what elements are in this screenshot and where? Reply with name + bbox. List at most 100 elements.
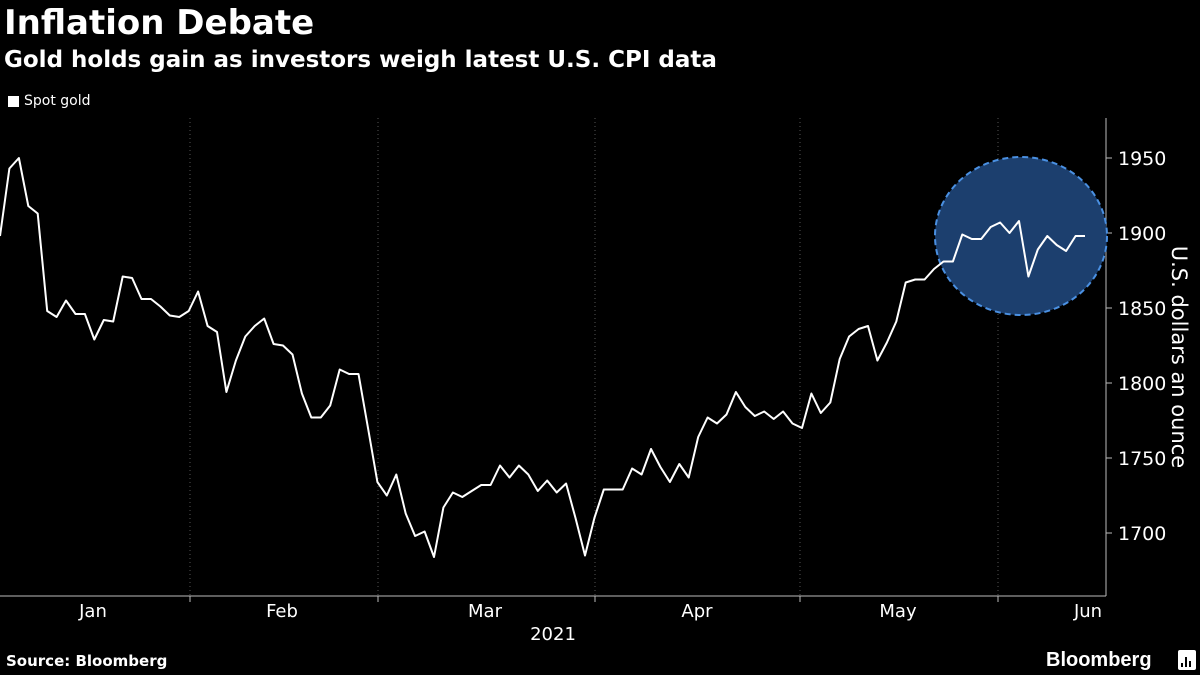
y-tick-label: 1700 <box>1118 523 1166 545</box>
data-point <box>810 393 812 395</box>
y-tick-label: 1800 <box>1118 373 1166 395</box>
data-point <box>122 276 124 278</box>
data-point <box>320 417 322 419</box>
data-point <box>405 513 407 515</box>
chart-subtitle: Gold holds gain as investors weigh lates… <box>4 47 717 73</box>
data-point <box>480 484 482 486</box>
data-point <box>537 490 539 492</box>
data-point <box>376 481 378 483</box>
data-point <box>848 336 850 338</box>
data-point <box>310 417 312 419</box>
brand-logo-text: Bloomberg <box>1046 649 1152 671</box>
x-tick-label: Jan <box>78 601 107 622</box>
data-point <box>593 517 595 519</box>
data-point <box>452 492 454 494</box>
data-point <box>829 402 831 404</box>
data-point <box>386 495 388 497</box>
data-point <box>622 489 624 491</box>
data-point <box>358 373 360 375</box>
data-point <box>1037 249 1039 251</box>
data-point <box>509 477 511 479</box>
data-point <box>933 268 935 270</box>
data-point <box>744 406 746 408</box>
data-point <box>886 342 888 344</box>
data-point <box>782 411 784 413</box>
data-point <box>282 345 284 347</box>
data-point <box>225 391 227 393</box>
data-point <box>1018 220 1020 222</box>
data-point <box>763 411 765 413</box>
data-point <box>46 310 48 312</box>
data-point <box>490 484 492 486</box>
y-tick-label: 1900 <box>1118 223 1166 245</box>
data-point <box>575 517 577 519</box>
series-line-spot-gold <box>0 157 1085 558</box>
data-point <box>56 316 58 318</box>
data-point <box>527 474 529 476</box>
data-point <box>1009 232 1011 234</box>
data-point <box>650 448 652 450</box>
data-point <box>961 234 963 236</box>
data-point <box>188 310 190 312</box>
data-point <box>367 427 369 429</box>
data-point <box>895 321 897 323</box>
data-point <box>424 531 426 533</box>
data-point <box>754 415 756 417</box>
data-point <box>914 279 916 281</box>
x-axis-label: 2021 <box>530 624 576 645</box>
y-axis-label: U.S. dollars an ounce <box>1167 246 1191 468</box>
data-point <box>169 315 171 317</box>
data-point <box>631 468 633 470</box>
data-point <box>65 300 67 302</box>
data-point <box>726 414 728 416</box>
data-point <box>112 321 114 323</box>
data-point <box>858 328 860 330</box>
data-point <box>980 238 982 240</box>
data-point <box>207 325 209 327</box>
x-tick-label: Jun <box>1073 601 1102 622</box>
data-point <box>876 360 878 362</box>
data-point <box>263 318 265 320</box>
data-point <box>37 213 39 215</box>
data-point <box>93 339 95 341</box>
x-tick-label: Feb <box>266 601 298 622</box>
data-point <box>75 313 77 315</box>
data-point <box>1075 235 1077 237</box>
data-point <box>1046 235 1048 237</box>
x-tick-label: Mar <box>468 601 503 622</box>
data-point <box>716 423 718 425</box>
y-tick-label: 1950 <box>1118 148 1166 170</box>
data-point <box>697 436 699 438</box>
legend-swatch <box>8 95 19 107</box>
data-point <box>773 418 775 420</box>
data-point <box>159 306 161 308</box>
data-point <box>867 325 869 327</box>
brand-icon <box>1178 650 1196 670</box>
data-point <box>792 423 794 425</box>
data-point <box>273 343 275 345</box>
data-point <box>197 291 199 293</box>
data-point <box>952 261 954 263</box>
data-point <box>839 358 841 360</box>
data-point <box>1065 250 1067 252</box>
data-point <box>641 474 643 476</box>
data-point <box>688 477 690 479</box>
y-tick-label: 1750 <box>1118 448 1166 470</box>
data-point <box>348 373 350 375</box>
data-point <box>301 393 303 395</box>
data-point <box>659 466 661 468</box>
legend-label: Spot gold <box>24 93 91 109</box>
data-point <box>18 157 20 159</box>
data-point <box>518 465 520 467</box>
x-tick-label: Apr <box>681 601 713 622</box>
data-point <box>1084 235 1086 237</box>
data-point <box>329 405 331 407</box>
data-point <box>414 535 416 537</box>
data-point <box>141 298 143 300</box>
data-point <box>820 412 822 414</box>
data-point <box>999 222 1001 224</box>
data-point <box>612 489 614 491</box>
data-point <box>1027 276 1029 278</box>
data-point <box>669 481 671 483</box>
